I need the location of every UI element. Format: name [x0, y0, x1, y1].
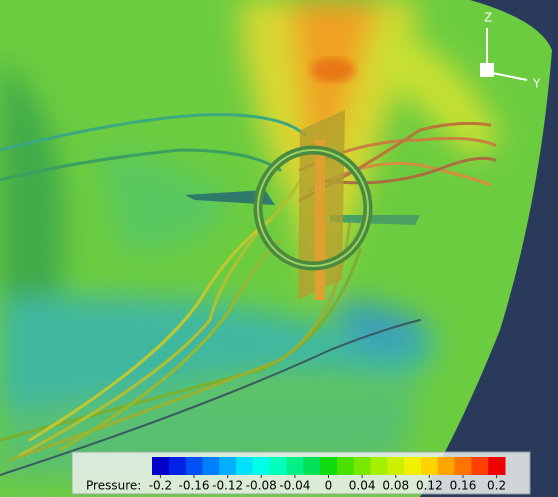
colorbar-tick-label: -0.08	[246, 479, 277, 493]
colorbar-tick-label: -0.12	[212, 479, 243, 493]
colorbar-segment	[202, 457, 219, 475]
colorbar-tick-label: 0.16	[450, 479, 477, 493]
colorbar-segment	[438, 457, 455, 475]
colorbar-segment	[404, 457, 421, 475]
colorbar-segment	[488, 457, 505, 475]
colorbar-segment	[471, 457, 488, 475]
colorbar-segment	[303, 457, 320, 475]
colorbar-tick-label: 0	[325, 479, 333, 493]
colorbar-tick-label: 0.04	[349, 479, 376, 493]
colorbar-segment	[236, 457, 253, 475]
colorbar-segment	[337, 457, 354, 475]
axis-label: Z	[484, 11, 492, 25]
colorbar-segment	[354, 457, 371, 475]
colorbar-segment	[219, 457, 236, 475]
page: Z Y Pressure: -0.2 -0.16-0.12-0.08-0.04 0 0…	[0, 0, 558, 497]
colorbar-segment	[286, 457, 303, 475]
colorbar-segment	[387, 457, 404, 475]
colorbar-segment	[421, 457, 438, 475]
colorbar-segment	[270, 457, 287, 475]
colorbar-tick-label: -0.04	[279, 479, 310, 493]
colorbar-tick-label: 0.12	[416, 479, 443, 493]
colorbar-label: Pressure:	[86, 479, 141, 493]
axis-label: Y	[532, 77, 541, 91]
colorbar-segment	[320, 457, 337, 475]
colorbar-tick-label: -0.2	[149, 479, 172, 493]
colorbar: -0.2 -0.16-0.12-0.08-0.04 0 0.04 0.08 0.12 0.1…	[149, 457, 506, 493]
colorbar-segment	[186, 457, 203, 475]
colorbar-segment	[169, 457, 186, 475]
visualization: Z Y Pressure: -0.2 -0.16-0.12-0.08-0.04 0 0…	[0, 0, 558, 497]
colorbar-segment	[371, 457, 388, 475]
colorbar-segment	[253, 457, 270, 475]
colorbar-segment	[152, 457, 169, 475]
colorbar-segment	[455, 457, 472, 475]
colorbar-tick-label: 0.2	[487, 479, 506, 493]
colorbar-tick-label: -0.16	[178, 479, 209, 493]
colorbar-tick-label: 0.08	[382, 479, 409, 493]
